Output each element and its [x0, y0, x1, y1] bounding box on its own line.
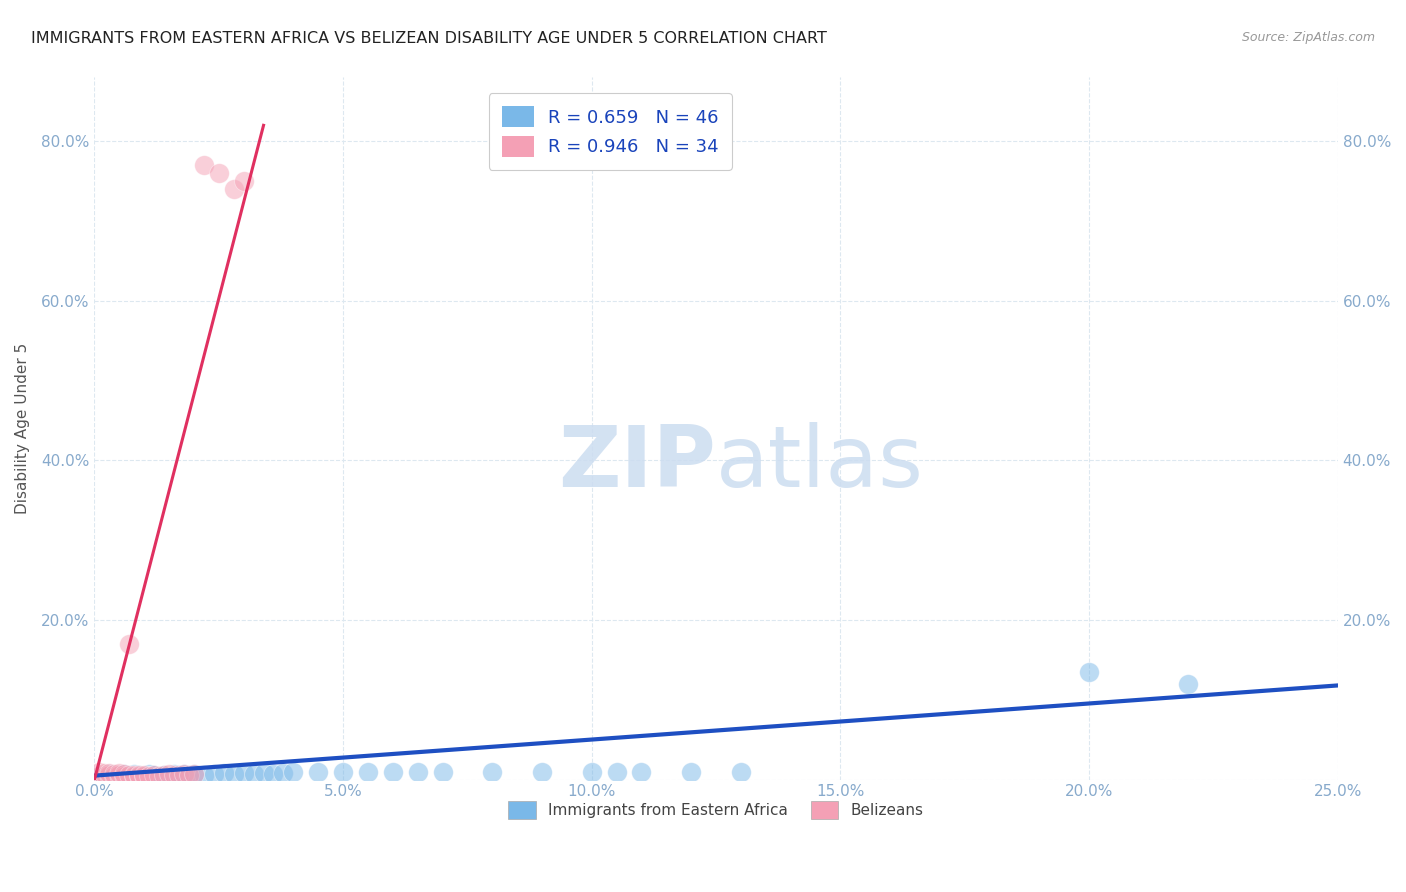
Point: [173, 767, 195, 781]
Point: [138, 767, 160, 781]
Point: [89, 764, 111, 779]
Point: [193, 768, 215, 782]
Point: [93, 769, 115, 783]
Point: [157, 769, 180, 783]
Point: [357, 765, 380, 780]
Point: [108, 768, 131, 782]
Point: [222, 767, 245, 781]
Point: [138, 769, 160, 783]
Text: Source: ZipAtlas.com: Source: ZipAtlas.com: [1241, 31, 1375, 45]
Point: [118, 768, 141, 782]
Y-axis label: Disability Age Under 5: Disability Age Under 5: [15, 343, 30, 514]
Point: [432, 764, 454, 779]
Point: [630, 764, 652, 779]
Point: [108, 766, 131, 780]
Point: [118, 637, 141, 651]
Point: [143, 768, 166, 782]
Point: [128, 769, 150, 783]
Point: [98, 766, 121, 780]
Point: [283, 765, 305, 780]
Point: [183, 767, 205, 781]
Text: IMMIGRANTS FROM EASTERN AFRICA VS BELIZEAN DISABILITY AGE UNDER 5 CORRELATION CH: IMMIGRANTS FROM EASTERN AFRICA VS BELIZE…: [31, 31, 827, 46]
Point: [681, 764, 703, 779]
Point: [481, 765, 503, 780]
Text: atlas: atlas: [716, 422, 924, 505]
Point: [98, 767, 121, 781]
Point: [148, 769, 170, 783]
Point: [122, 768, 145, 782]
Point: [263, 767, 285, 781]
Point: [163, 767, 186, 781]
Point: [153, 768, 176, 782]
Point: [332, 764, 354, 779]
Point: [89, 769, 111, 783]
Point: [128, 768, 150, 782]
Point: [122, 769, 145, 783]
Point: [103, 767, 125, 781]
Point: [177, 768, 200, 782]
Point: [202, 767, 225, 781]
Point: [581, 765, 603, 780]
Point: [103, 769, 125, 783]
Point: [112, 767, 135, 781]
Point: [153, 768, 176, 782]
Point: [93, 769, 115, 783]
Point: [134, 769, 156, 783]
Point: [252, 766, 274, 780]
Point: [122, 767, 145, 781]
Legend: Immigrants from Eastern Africa, Belizeans: Immigrants from Eastern Africa, Belizean…: [502, 795, 929, 824]
Point: [134, 769, 156, 783]
Point: [157, 767, 180, 781]
Point: [98, 769, 121, 783]
Point: [118, 769, 141, 783]
Point: [167, 768, 190, 782]
Point: [273, 766, 295, 780]
Point: [98, 768, 121, 782]
Point: [112, 769, 135, 783]
Point: [381, 764, 404, 779]
Point: [1177, 677, 1199, 691]
Point: [1078, 665, 1101, 679]
Point: [89, 769, 111, 783]
Point: [108, 768, 131, 782]
Point: [167, 768, 190, 782]
Point: [530, 764, 553, 779]
Point: [208, 166, 231, 180]
Point: [134, 768, 156, 782]
Point: [606, 764, 628, 779]
Point: [730, 764, 752, 779]
Point: [103, 768, 125, 782]
Point: [222, 182, 245, 196]
Point: [148, 769, 170, 783]
Point: [112, 767, 135, 781]
Point: [128, 768, 150, 782]
Point: [212, 766, 235, 780]
Text: ZIP: ZIP: [558, 422, 716, 505]
Point: [232, 174, 254, 188]
Point: [307, 765, 329, 780]
Point: [193, 158, 215, 172]
Point: [143, 768, 166, 782]
Point: [177, 768, 200, 782]
Point: [183, 767, 205, 781]
Point: [163, 768, 186, 782]
Point: [242, 767, 264, 781]
Point: [406, 765, 429, 780]
Point: [93, 766, 115, 780]
Point: [232, 766, 254, 780]
Point: [173, 767, 195, 781]
